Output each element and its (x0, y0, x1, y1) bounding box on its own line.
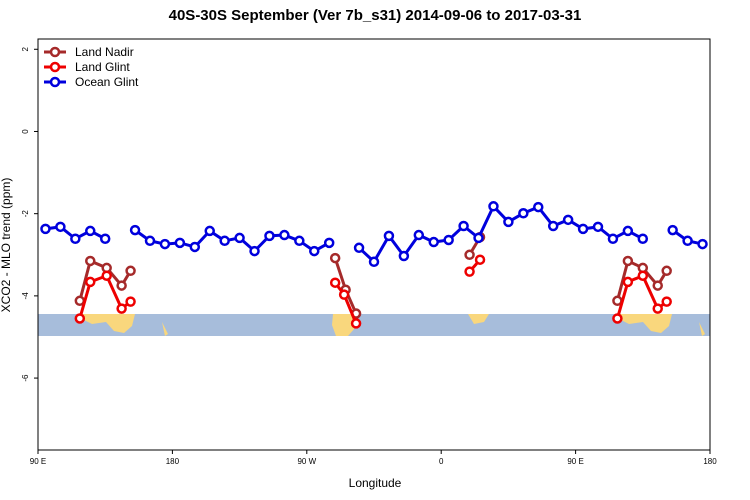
point (368, 256, 380, 268)
point (383, 230, 395, 242)
y-tick-label: -6 (21, 374, 30, 382)
point (85, 225, 96, 237)
point (116, 303, 127, 314)
point (174, 237, 186, 249)
point (503, 216, 514, 228)
point (464, 249, 475, 261)
point (249, 245, 260, 257)
point (637, 270, 649, 281)
point (592, 221, 604, 233)
legend-label: Land Glint (75, 60, 130, 74)
point (464, 266, 475, 277)
point (116, 280, 127, 291)
point (264, 230, 275, 242)
point (125, 296, 136, 307)
point (85, 255, 96, 267)
point (577, 223, 589, 235)
point (350, 318, 362, 329)
point (622, 276, 634, 288)
point (144, 235, 156, 247)
point (101, 270, 112, 281)
x-tick-label: 90 W (297, 457, 316, 466)
point (74, 313, 86, 324)
ocean-band (38, 314, 710, 336)
chart-title: 40S-30S September (Ver 7b_s31) 2014-09-0… (169, 7, 582, 24)
point (40, 223, 51, 235)
point (661, 296, 672, 307)
point (697, 238, 708, 250)
x-tick-label: 90 E (30, 457, 46, 466)
point (70, 233, 81, 244)
x-tick-label: 180 (166, 457, 180, 466)
point (338, 289, 350, 300)
point (682, 235, 693, 247)
point (353, 242, 365, 254)
point (159, 238, 171, 250)
point (55, 221, 66, 233)
point (622, 225, 634, 237)
point (661, 265, 672, 277)
point (533, 201, 544, 213)
point (488, 201, 499, 212)
y-tick-label: -4 (21, 292, 30, 300)
y-axis-label: XCO2 - MLO trend (ppm) (0, 178, 13, 313)
point (219, 235, 230, 247)
point (607, 233, 619, 244)
point (234, 232, 245, 244)
point (474, 254, 486, 265)
point (329, 252, 341, 264)
point (428, 236, 439, 248)
legend-label: Land Nadir (75, 45, 134, 59)
plot-frame (37, 38, 711, 451)
point (279, 229, 290, 241)
x-tick-label: 90 E (567, 457, 583, 466)
point (189, 241, 201, 253)
point (652, 303, 663, 314)
point (329, 277, 341, 288)
legend-label: Ocean Glint (75, 75, 139, 89)
point (85, 276, 96, 288)
point (125, 265, 136, 277)
point (204, 225, 215, 237)
point (458, 220, 469, 232)
point (612, 313, 623, 324)
point (547, 220, 559, 232)
land-shapes (78, 314, 705, 336)
point (622, 255, 634, 267)
point (129, 224, 141, 236)
point (413, 229, 425, 241)
point (473, 232, 484, 244)
x-tick-label: 180 (703, 457, 717, 466)
x-axis-label: Longitude (349, 476, 402, 490)
legend-marker (49, 46, 61, 58)
point (667, 224, 678, 236)
point (294, 235, 305, 247)
point (443, 234, 454, 246)
legend-marker (49, 76, 61, 88)
point (652, 280, 663, 291)
point (637, 233, 649, 244)
y-tick-label: -2 (21, 210, 30, 218)
point (518, 208, 529, 219)
point (398, 250, 410, 262)
point (323, 237, 335, 249)
point (309, 245, 320, 257)
legend-marker (49, 61, 61, 73)
point (99, 233, 111, 244)
point (562, 214, 574, 226)
y-tick-label: 2 (21, 47, 30, 52)
y-tick-label: 0 (21, 129, 30, 134)
x-tick-label: 0 (439, 457, 444, 466)
